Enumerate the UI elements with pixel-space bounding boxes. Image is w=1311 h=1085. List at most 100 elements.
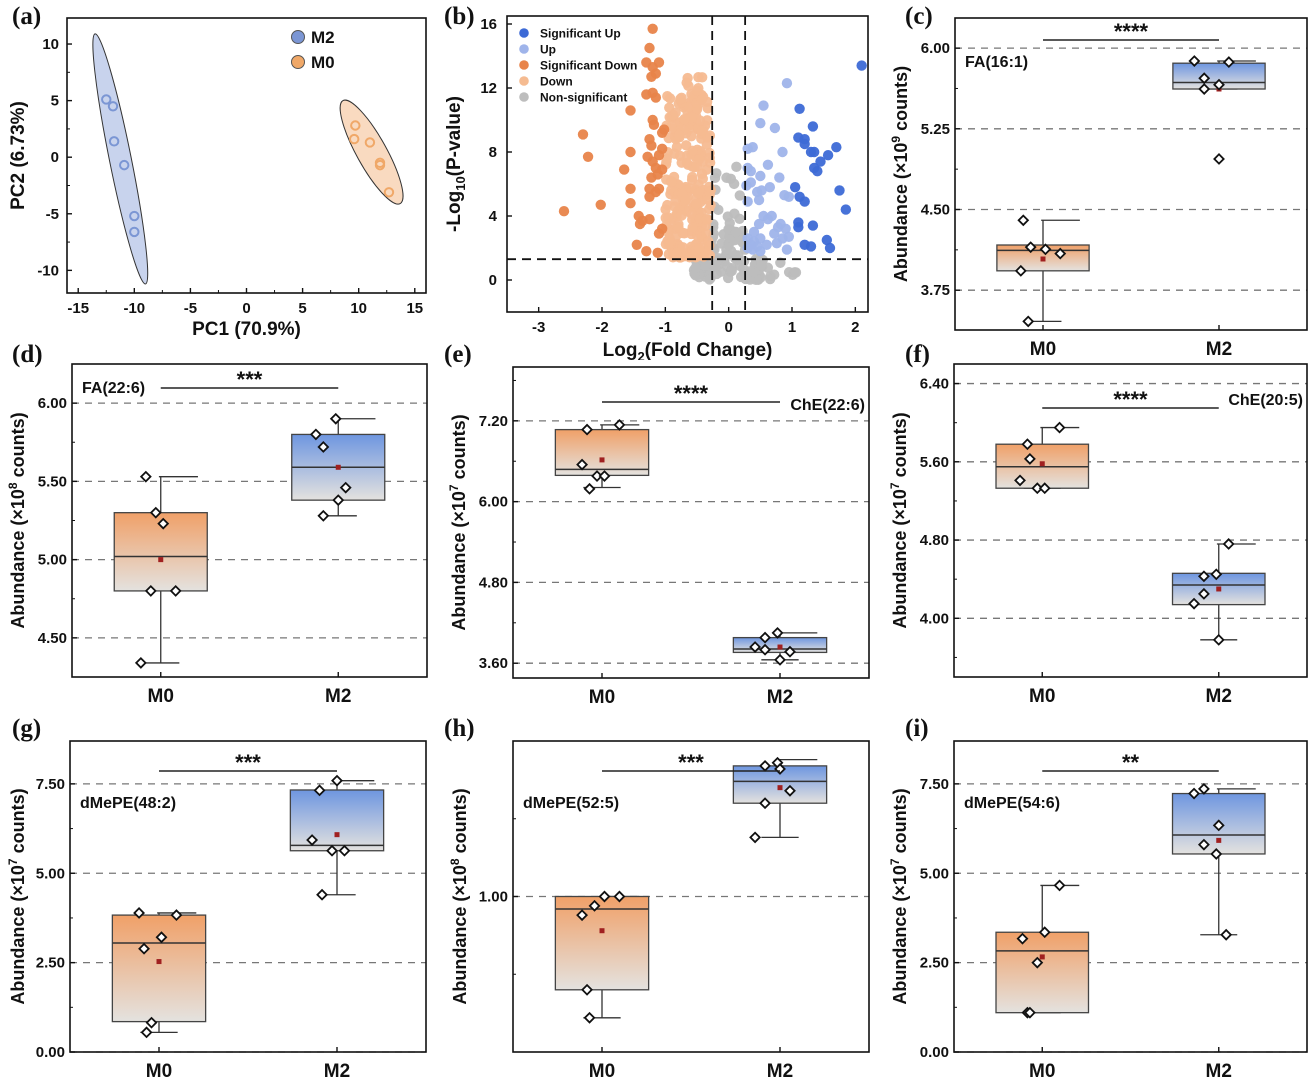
y-tick-label: 4.80	[479, 574, 508, 591]
volcano-point-down	[680, 140, 692, 151]
data-point-diamond	[170, 909, 183, 922]
x-tick-label-m2: M2	[1206, 1061, 1232, 1080]
y-tick-label: 5.00	[38, 552, 67, 569]
volcano-point-significant-down	[656, 143, 668, 154]
volcano-point-down	[669, 201, 680, 212]
panel-d-box: (d) 6.00 5.50 5.00 4.50 M0 M2 Abundance (×108 …	[0, 341, 440, 710]
data-point-diamond	[581, 423, 593, 436]
compound-label: dMePE(52:5)	[523, 795, 619, 812]
data-point-diamond	[749, 831, 762, 844]
x-tick-label-m2: M2	[1206, 686, 1232, 707]
data-point-diamond	[1021, 438, 1034, 451]
x-tick-label-m0: M0	[589, 687, 615, 708]
x-tick-label-m0: M0	[146, 1061, 172, 1080]
data-point-diamond	[1213, 152, 1225, 165]
volcano-point-significant-down	[582, 151, 594, 162]
data-point-diamond	[1053, 421, 1066, 434]
x-axis-label: PC1 (70.9%)	[192, 319, 301, 340]
data-point-diamond	[759, 759, 771, 772]
pca-point-m2	[101, 94, 112, 105]
data-point-diamond	[1014, 264, 1027, 277]
data-point-diamond	[1038, 926, 1051, 939]
volcano-point-significant-down	[656, 127, 668, 138]
x-tick-label: 15	[406, 300, 423, 317]
pca-point-m0	[374, 159, 386, 171]
volcano-point-down	[698, 251, 709, 262]
volcano-point-up	[755, 118, 766, 129]
volcano-point-significant-down	[618, 164, 630, 175]
data-point-diamond	[1188, 55, 1201, 67]
pca-point-m0	[350, 120, 361, 131]
volcano-point-up	[742, 143, 753, 154]
volcano-point-down	[667, 252, 679, 263]
data-point-diamond	[144, 584, 157, 597]
boxplot-chart: 1.00 M0 M2 Abundance (×108 counts) *** dMePE(…	[448, 740, 870, 1082]
volcano-point-significant-down	[634, 218, 646, 230]
y-tick-label: 3.75	[921, 282, 950, 299]
data-point-diamond	[338, 844, 351, 857]
data-point-diamond	[1197, 838, 1210, 851]
compound-label: FA(16:1)	[965, 54, 1028, 71]
x-tick-label-m0: M0	[1029, 686, 1055, 707]
volcano-point-nonsignificant	[775, 257, 786, 268]
legend-label: Significant Down	[540, 59, 637, 73]
data-point-diamond	[134, 656, 147, 669]
legend-marker	[519, 76, 529, 86]
data-point-diamond	[157, 517, 170, 530]
data-point-diamond	[1213, 78, 1225, 91]
x-tick-label: 10	[350, 300, 367, 317]
data-point-diamond	[139, 470, 152, 483]
data-point-diamond	[339, 481, 352, 494]
volcano-point-down	[675, 93, 686, 105]
x-tick-label: -15	[67, 300, 89, 317]
y-axis-label: Abundance (×107 counts)	[888, 412, 910, 628]
data-point-diamond	[1031, 482, 1044, 495]
x-tick-label: 0	[724, 319, 732, 336]
volcano-point-down	[666, 123, 678, 134]
data-point-diamond	[306, 834, 319, 846]
plot-frame	[953, 363, 1308, 678]
volcano-point-significant-up	[840, 204, 852, 215]
volcano-point-nonsignificant	[721, 172, 732, 183]
y-tick-label: 6.00	[921, 40, 950, 57]
volcano-point-up	[748, 226, 760, 238]
y-axis-label: Abundance (×108 counts)	[448, 788, 470, 1004]
data-point-diamond	[1220, 928, 1233, 941]
volcano-point-up	[742, 196, 753, 207]
mean-marker	[777, 785, 783, 791]
x-tick-label: 5	[298, 300, 306, 317]
compound-label: dMePE(48:2)	[80, 795, 176, 812]
volcano-point-significant-up	[808, 146, 820, 158]
data-point-diamond	[169, 584, 182, 597]
y-tick-label: 5.00	[36, 865, 65, 882]
volcano-point-nonsignificant	[790, 267, 802, 278]
data-point-diamond	[1017, 214, 1030, 227]
data-point-diamond	[598, 470, 611, 482]
data-point-diamond	[1197, 587, 1210, 600]
pca-point-m2	[107, 101, 119, 112]
volcano-point-down	[693, 71, 704, 83]
box-m0	[554, 428, 650, 477]
mean-marker	[1216, 586, 1222, 592]
volcano-point-significant-down	[647, 23, 658, 34]
data-point-diamond	[759, 631, 771, 644]
y-tick-label: -10	[37, 262, 59, 279]
data-point-diamond	[784, 645, 796, 658]
x-tick-label: -2	[595, 319, 608, 336]
x-tick-label-m2: M2	[325, 686, 351, 707]
volcano-point-nonsignificant	[721, 244, 732, 255]
y-axis-label: Abundance (×107 counts)	[447, 414, 469, 630]
y-axis-label: -Log10(P-value)	[444, 96, 468, 232]
panel-g-box: (g) 7.50 5.00 2.50 0.00 M0 M2 Abundance (×107 …	[0, 710, 440, 1082]
data-point-diamond	[317, 509, 330, 522]
y-tick-label: 5.00	[920, 865, 949, 882]
pca-point-m2	[129, 210, 140, 222]
volcano-point-significant-down	[652, 169, 663, 180]
volcano-point-significant-up	[793, 222, 804, 233]
volcano-point-up	[783, 231, 795, 242]
volcano-point-significant-down	[650, 92, 662, 103]
volcano-point-up	[758, 100, 769, 111]
data-point-diamond	[591, 470, 603, 482]
data-point-diamond	[309, 428, 322, 441]
volcano-point-significant-down	[625, 198, 636, 209]
